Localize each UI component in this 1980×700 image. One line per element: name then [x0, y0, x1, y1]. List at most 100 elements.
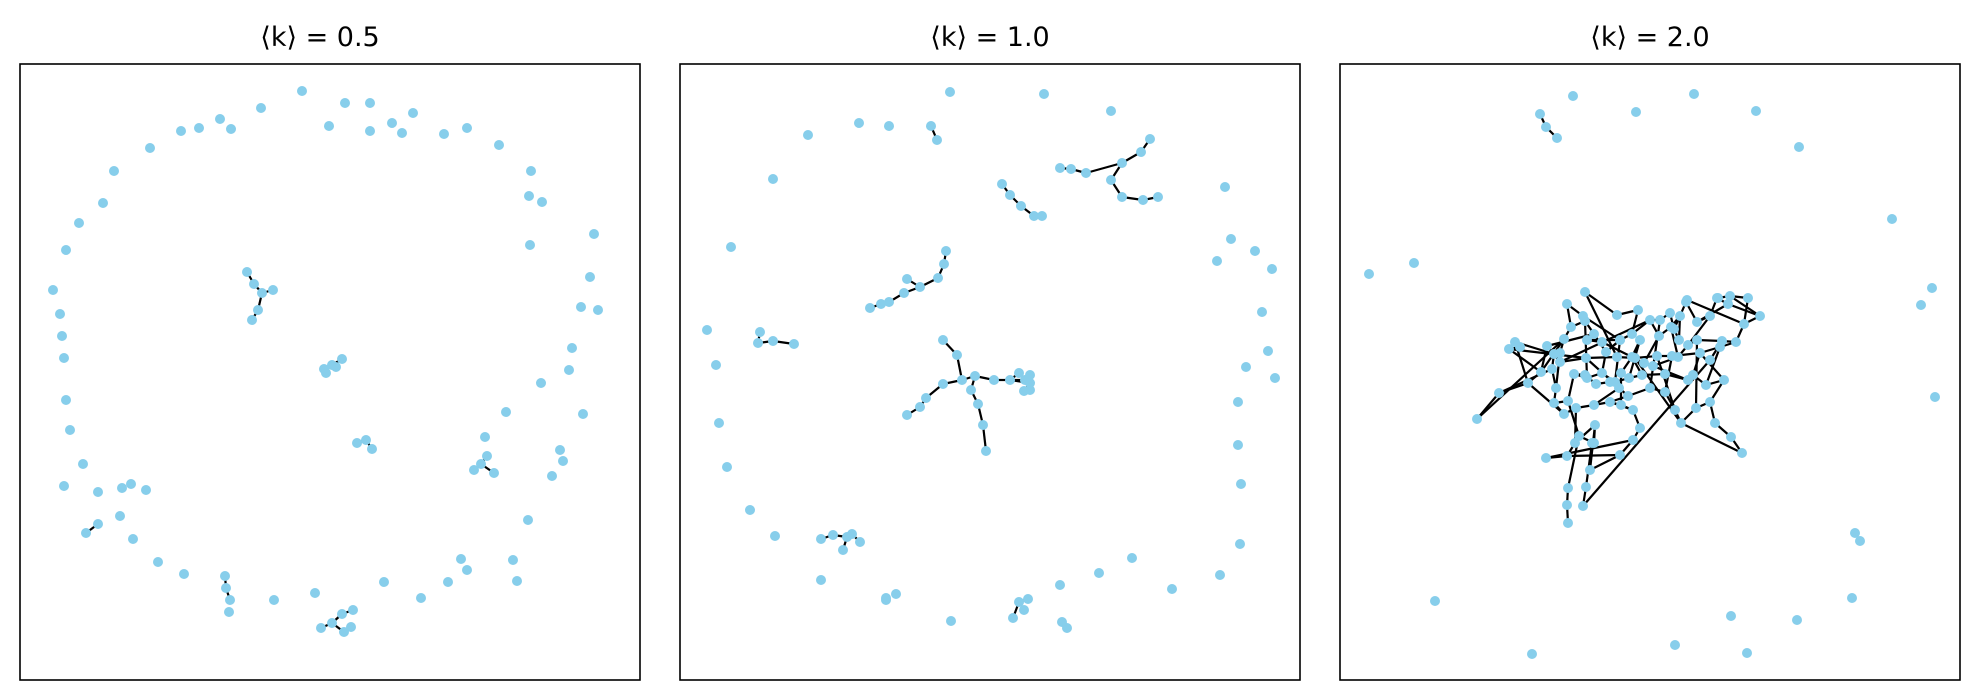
graph-node	[926, 121, 936, 131]
graph-node	[1601, 347, 1611, 357]
graph-node	[952, 350, 962, 360]
graph-node	[1792, 615, 1802, 625]
graph-node	[1267, 264, 1277, 274]
graph-node	[408, 108, 418, 118]
graph-node	[1660, 369, 1670, 379]
graph-node	[523, 515, 533, 525]
graph-node	[469, 465, 479, 475]
graph-edge	[1593, 387, 1620, 406]
graph-node	[1562, 299, 1572, 309]
graph-node	[1241, 362, 1251, 372]
graph-node	[1587, 438, 1597, 448]
graph-node	[828, 530, 838, 540]
graph-node	[1794, 142, 1804, 152]
graph-node	[224, 607, 234, 617]
graph-node	[1665, 308, 1675, 318]
graph-node	[1542, 341, 1552, 351]
graph-node	[316, 623, 326, 633]
graph-node	[973, 399, 983, 409]
graph-node	[1695, 348, 1705, 358]
graph-node	[331, 362, 341, 372]
panel-frame	[19, 63, 641, 681]
graph-node	[1580, 287, 1590, 297]
graph-node	[1559, 334, 1569, 344]
graph-node	[1751, 106, 1761, 116]
graph-node	[585, 272, 595, 282]
graph-node	[1691, 403, 1701, 413]
graph-node	[365, 126, 375, 136]
graph-node	[1019, 605, 1029, 615]
graph-node	[501, 407, 511, 417]
graph-node	[1612, 352, 1622, 362]
graph-node	[1743, 293, 1753, 303]
graph-edge	[1584, 442, 1594, 488]
graph-node	[1233, 440, 1243, 450]
graph-node	[1566, 322, 1576, 332]
graph-edge	[1527, 382, 1565, 415]
graph-node	[1683, 375, 1693, 385]
graph-node	[1669, 324, 1679, 334]
graph-node	[339, 627, 349, 637]
graph-node	[226, 124, 236, 134]
graph-node	[194, 123, 204, 133]
graph-node	[1235, 539, 1245, 549]
graph-node	[816, 534, 826, 544]
graph-node	[74, 218, 84, 228]
graph-node	[1675, 311, 1685, 321]
graph-node	[1627, 352, 1637, 362]
graph-node	[439, 129, 449, 139]
graph-node	[1025, 370, 1035, 380]
graph-node	[768, 174, 778, 184]
graph-node	[1233, 397, 1243, 407]
graph-node	[1692, 317, 1702, 327]
graph-node	[61, 245, 71, 255]
graph-node	[256, 103, 266, 113]
graph-node	[745, 505, 755, 515]
graph-node	[1562, 451, 1572, 461]
graph-node	[945, 87, 955, 97]
panel-k-1-0: ⟨k⟩ = 1.0	[679, 22, 1301, 681]
graph-node	[1731, 337, 1741, 347]
graph-node	[327, 618, 337, 628]
graph-node	[711, 360, 721, 370]
graph-node	[1930, 392, 1940, 402]
graph-node	[321, 368, 331, 378]
graph-edge	[1686, 298, 1745, 326]
graph-edge	[1729, 295, 1761, 317]
graph-node	[902, 410, 912, 420]
graph-node	[253, 305, 263, 315]
graph-node	[1563, 396, 1573, 406]
graph-node	[337, 354, 347, 364]
graph-node	[567, 343, 577, 353]
graph-node	[915, 402, 925, 412]
graph-edge	[1589, 454, 1621, 471]
graph-node	[1117, 192, 1127, 202]
graph-node	[789, 339, 799, 349]
graph-node	[847, 529, 857, 539]
graph-node	[310, 588, 320, 598]
graph-node	[1670, 405, 1680, 415]
graph-node	[1635, 335, 1645, 345]
panel-title: ⟨k⟩ = 1.0	[930, 22, 1049, 53]
graph-node	[1637, 370, 1647, 380]
graph-node	[1549, 398, 1559, 408]
graph-node	[98, 198, 108, 208]
graph-node	[576, 302, 586, 312]
graph-node	[1713, 293, 1723, 303]
graph-edge	[1584, 291, 1618, 358]
graph-node	[1559, 409, 1569, 419]
graph-node	[1145, 134, 1155, 144]
graph-node	[1523, 378, 1533, 388]
graph-node	[1887, 214, 1897, 224]
graph-node	[55, 309, 65, 319]
graph-node	[1578, 311, 1588, 321]
graph-node	[1019, 386, 1029, 396]
graph-node	[462, 123, 472, 133]
graph-node	[1645, 315, 1655, 325]
graph-node	[589, 229, 599, 239]
graph-node	[1726, 432, 1736, 442]
graph-node	[65, 425, 75, 435]
graph-node	[78, 459, 88, 469]
graph-node	[881, 593, 891, 603]
graph-node	[564, 365, 574, 375]
